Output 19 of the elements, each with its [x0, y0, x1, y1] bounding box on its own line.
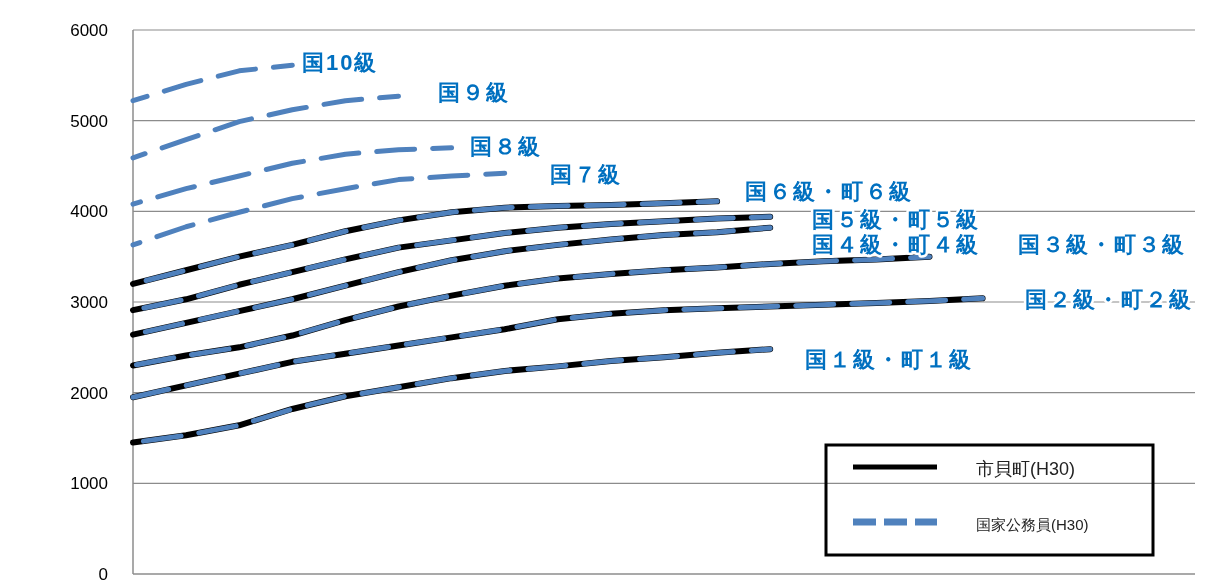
- annotation: 国８級: [470, 134, 542, 159]
- y-tick-label: 6000: [70, 21, 108, 40]
- y-tick-label: 3000: [70, 293, 108, 312]
- annotation: 国２級・町２級: [1025, 287, 1193, 312]
- annotation: 国３級・町３級: [1018, 232, 1186, 257]
- legend-label: 市貝町(H30): [976, 459, 1076, 479]
- annotation: 国10級: [302, 50, 379, 75]
- annotation: 国７級: [550, 162, 622, 187]
- y-tick-label: 2000: [70, 383, 108, 403]
- y-tick-label: 0: [98, 565, 108, 584]
- annotation: 国１級・町１級: [805, 347, 973, 372]
- annotation: 国４級・町４級: [812, 232, 980, 257]
- y-tick-label: 1000: [70, 474, 108, 494]
- text: 国家公務員(H30): [976, 516, 1089, 533]
- y-tick-label: 5000: [70, 111, 108, 131]
- annotation: 国９級: [438, 80, 510, 105]
- annotation: 国５級・町５級: [812, 207, 980, 232]
- annotation: 国６級・町６級: [745, 179, 913, 204]
- y-tick-label: 4000: [70, 202, 108, 222]
